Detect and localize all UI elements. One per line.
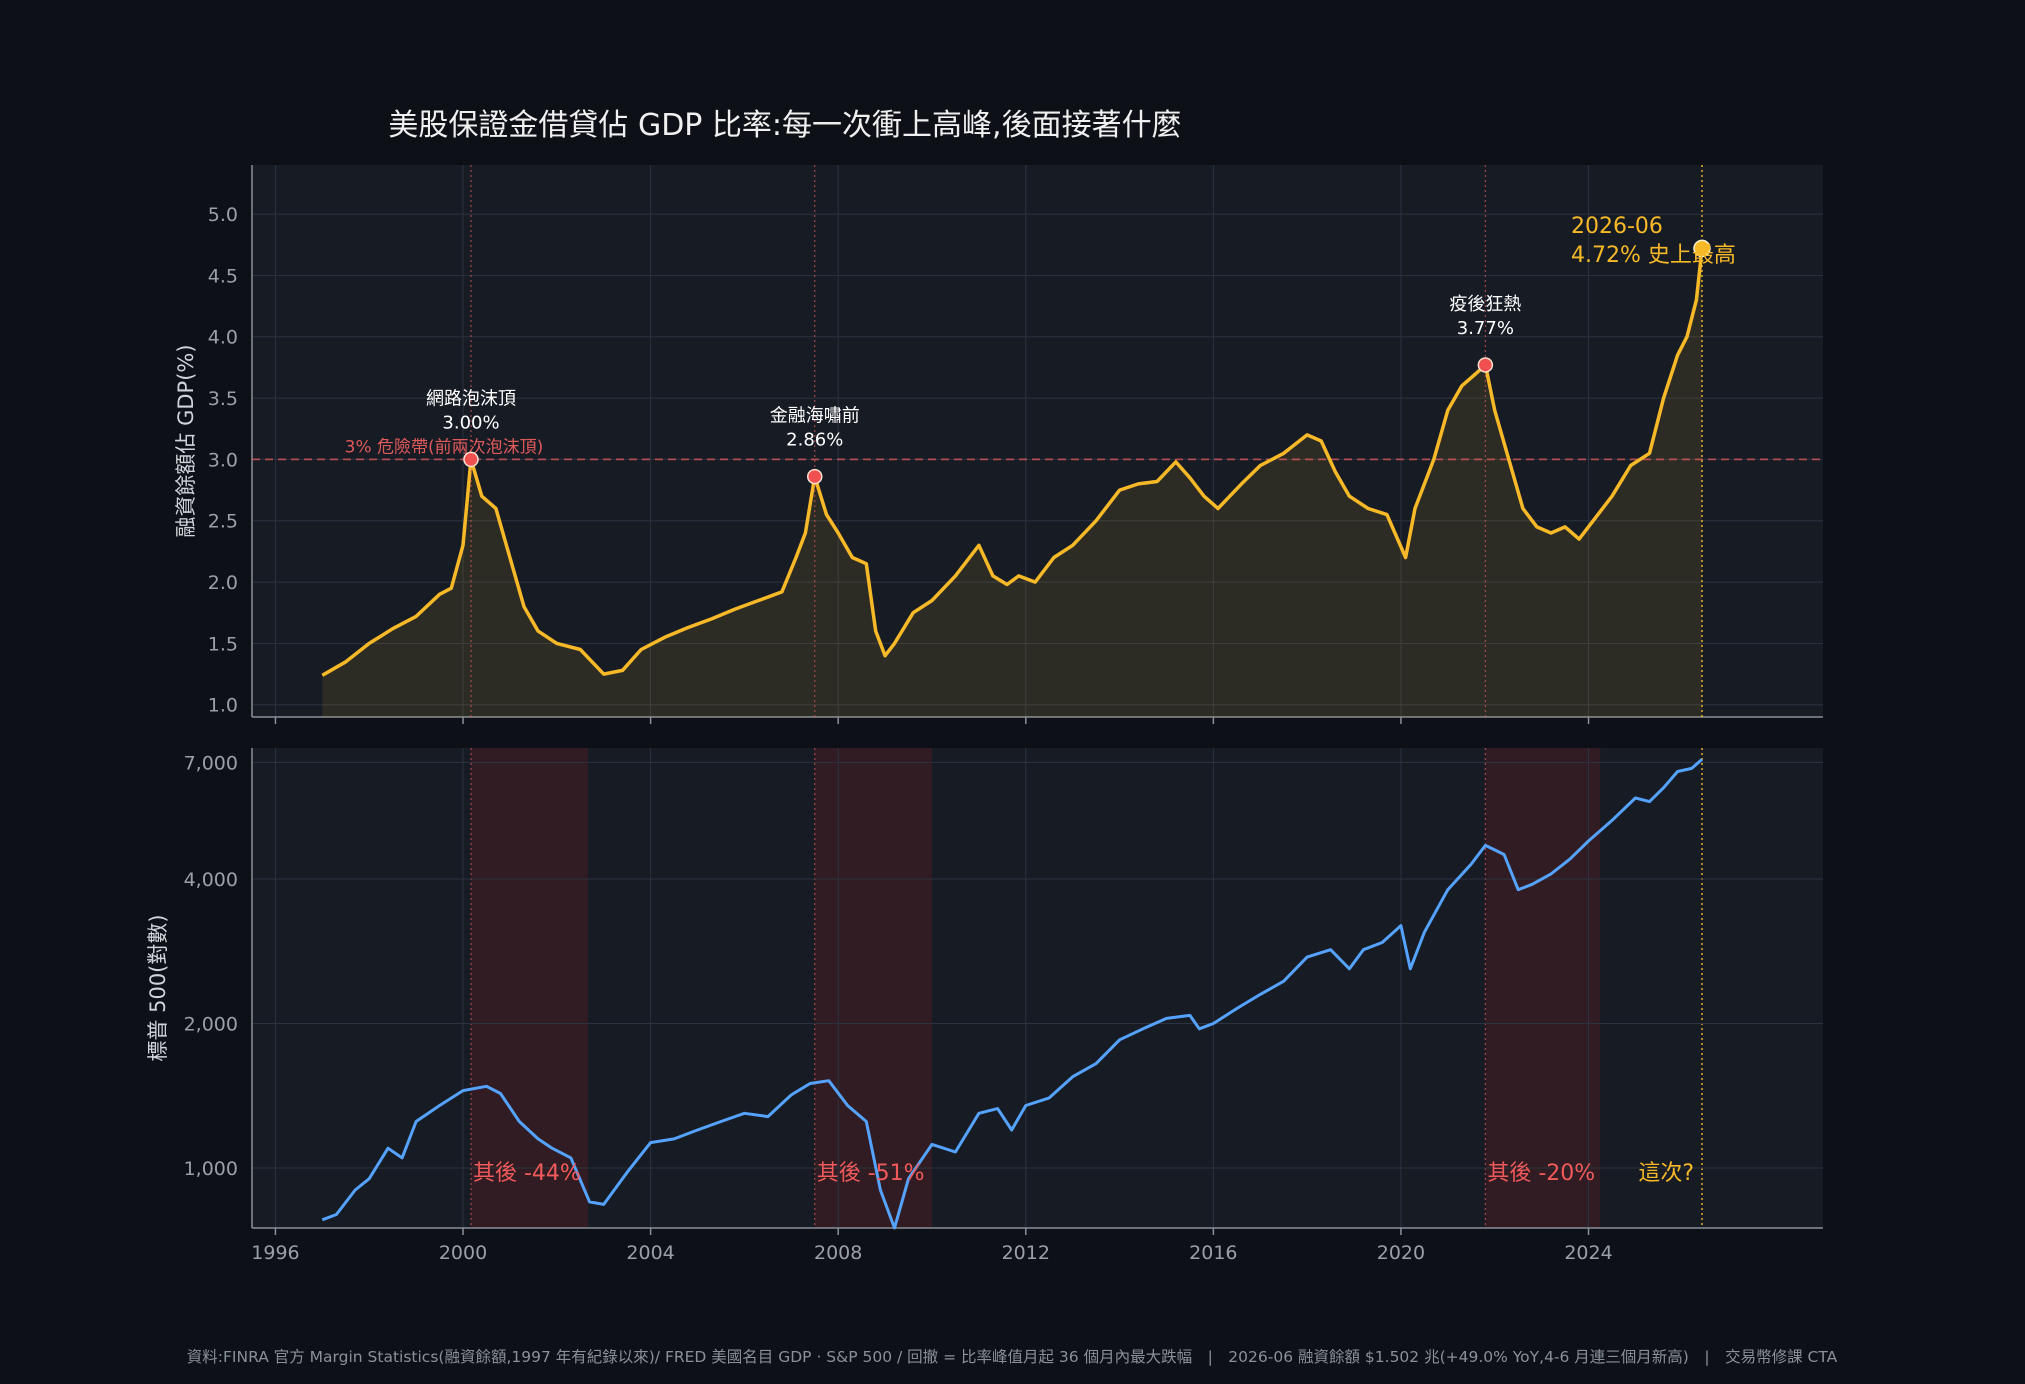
drawdown-shade [471, 748, 589, 1228]
bottom-y-tick-label: 7,000 [184, 752, 238, 774]
x-tick-label: 2000 [439, 1242, 487, 1264]
top-y-tick-label: 1.5 [208, 633, 238, 655]
latest-question-label: 這次? [1638, 1161, 1694, 1186]
peak-name-label: 網路泡沫頂 [426, 388, 516, 409]
latest-date-label: 2026-06 [1571, 214, 1663, 239]
spx-series-line [321, 758, 1703, 1230]
x-tick-label: 2008 [814, 1242, 862, 1264]
top-y-tick-label: 3.5 [208, 388, 238, 410]
peak-value-label: 3.77% [1457, 318, 1514, 339]
top-y-tick-label: 3.0 [208, 449, 238, 471]
drawdown-shade [1485, 748, 1601, 1228]
drawdown-label: 其後 -51% [817, 1161, 925, 1186]
top-y-tick-label: 4.5 [208, 265, 238, 287]
top-y-tick-label: 2.5 [208, 511, 238, 533]
top-plot-area [252, 165, 1823, 717]
spx-line [321, 758, 1703, 1230]
danger-threshold: 3% 危險帶(前兩次泡沫頂) [252, 437, 1823, 461]
drawdown-shade [814, 748, 932, 1228]
peak-value-label: 3.00% [442, 412, 499, 433]
peak-name-label: 疫後狂熱 [1449, 294, 1521, 315]
x-tick-label: 2020 [1377, 1242, 1425, 1264]
x-tick-label: 2016 [1189, 1242, 1237, 1264]
top-y-tick-label: 4.0 [208, 327, 238, 349]
peak-marker [1477, 357, 1494, 373]
bottom-y-tick-label: 2,000 [184, 1014, 238, 1036]
threshold-label: 3% 危險帶(前兩次泡沫頂) [345, 437, 544, 457]
peak-name-label: 金融海嘯前 [770, 406, 860, 427]
drawdown-labels: 其後 -44% 其後 -51% 其後 -20% 這次? [473, 1161, 1694, 1186]
chart-title: 美股保證金借貸佔 GDP 比率:每一次衝上高峰,後面接著什麼 [388, 108, 1181, 143]
top-y-axis-label: 融資餘額佔 GDP(%) [174, 344, 198, 537]
x-tick-label: 2024 [1564, 1242, 1612, 1264]
top-y-tick-label: 2.0 [208, 572, 238, 594]
top-y-tick-label: 1.0 [208, 695, 238, 717]
margin-series-line [321, 248, 1704, 677]
x-ticks: 1996 2000 2004 2008 2012 2016 2020 2024 [251, 1228, 1613, 1264]
drawdown-shades [470, 748, 1703, 1228]
top-annotations: 網路泡沫頂 3.00% 金融海嘯前 2.86% 疫後狂熱 3.77% 2026-06 4.72… [426, 165, 1736, 717]
bottom-grid [251, 748, 1823, 1229]
margin-area-fill [322, 248, 1702, 717]
peak-marker [806, 468, 823, 485]
x-tick-label: 2004 [626, 1242, 674, 1264]
peak-marker [463, 451, 479, 468]
drawdown-label: 其後 -44% [473, 1161, 581, 1186]
latest-marker [1693, 239, 1711, 258]
top-y-tick-label: 5.0 [208, 204, 238, 226]
bottom-y-ticks: 1,000 2,000 4,000 7,000 [184, 752, 238, 1180]
bottom-y-axis-label: 標普 500(對數) [146, 914, 170, 1061]
margin-line [321, 248, 1704, 677]
latest-value-label: 4.72% 史上最高 [1571, 243, 1736, 268]
margin-area [322, 248, 1702, 717]
footer-source: 資料:FINRA 官方 Margin Statistics(融資餘額,1997 … [187, 1347, 1838, 1366]
bottom-y-tick-label: 1,000 [184, 1158, 238, 1180]
x-tick-label: 2012 [1002, 1242, 1050, 1264]
bottom-y-tick-label: 4,000 [184, 869, 238, 891]
peak-value-label: 2.86% [786, 430, 843, 451]
x-tick-label: 1996 [251, 1242, 299, 1264]
top-y-ticks: 1.0 1.5 2.0 2.5 3.0 3.5 4.0 4.5 5.0 [208, 204, 238, 717]
drawdown-label: 其後 -20% [1487, 1161, 1595, 1186]
